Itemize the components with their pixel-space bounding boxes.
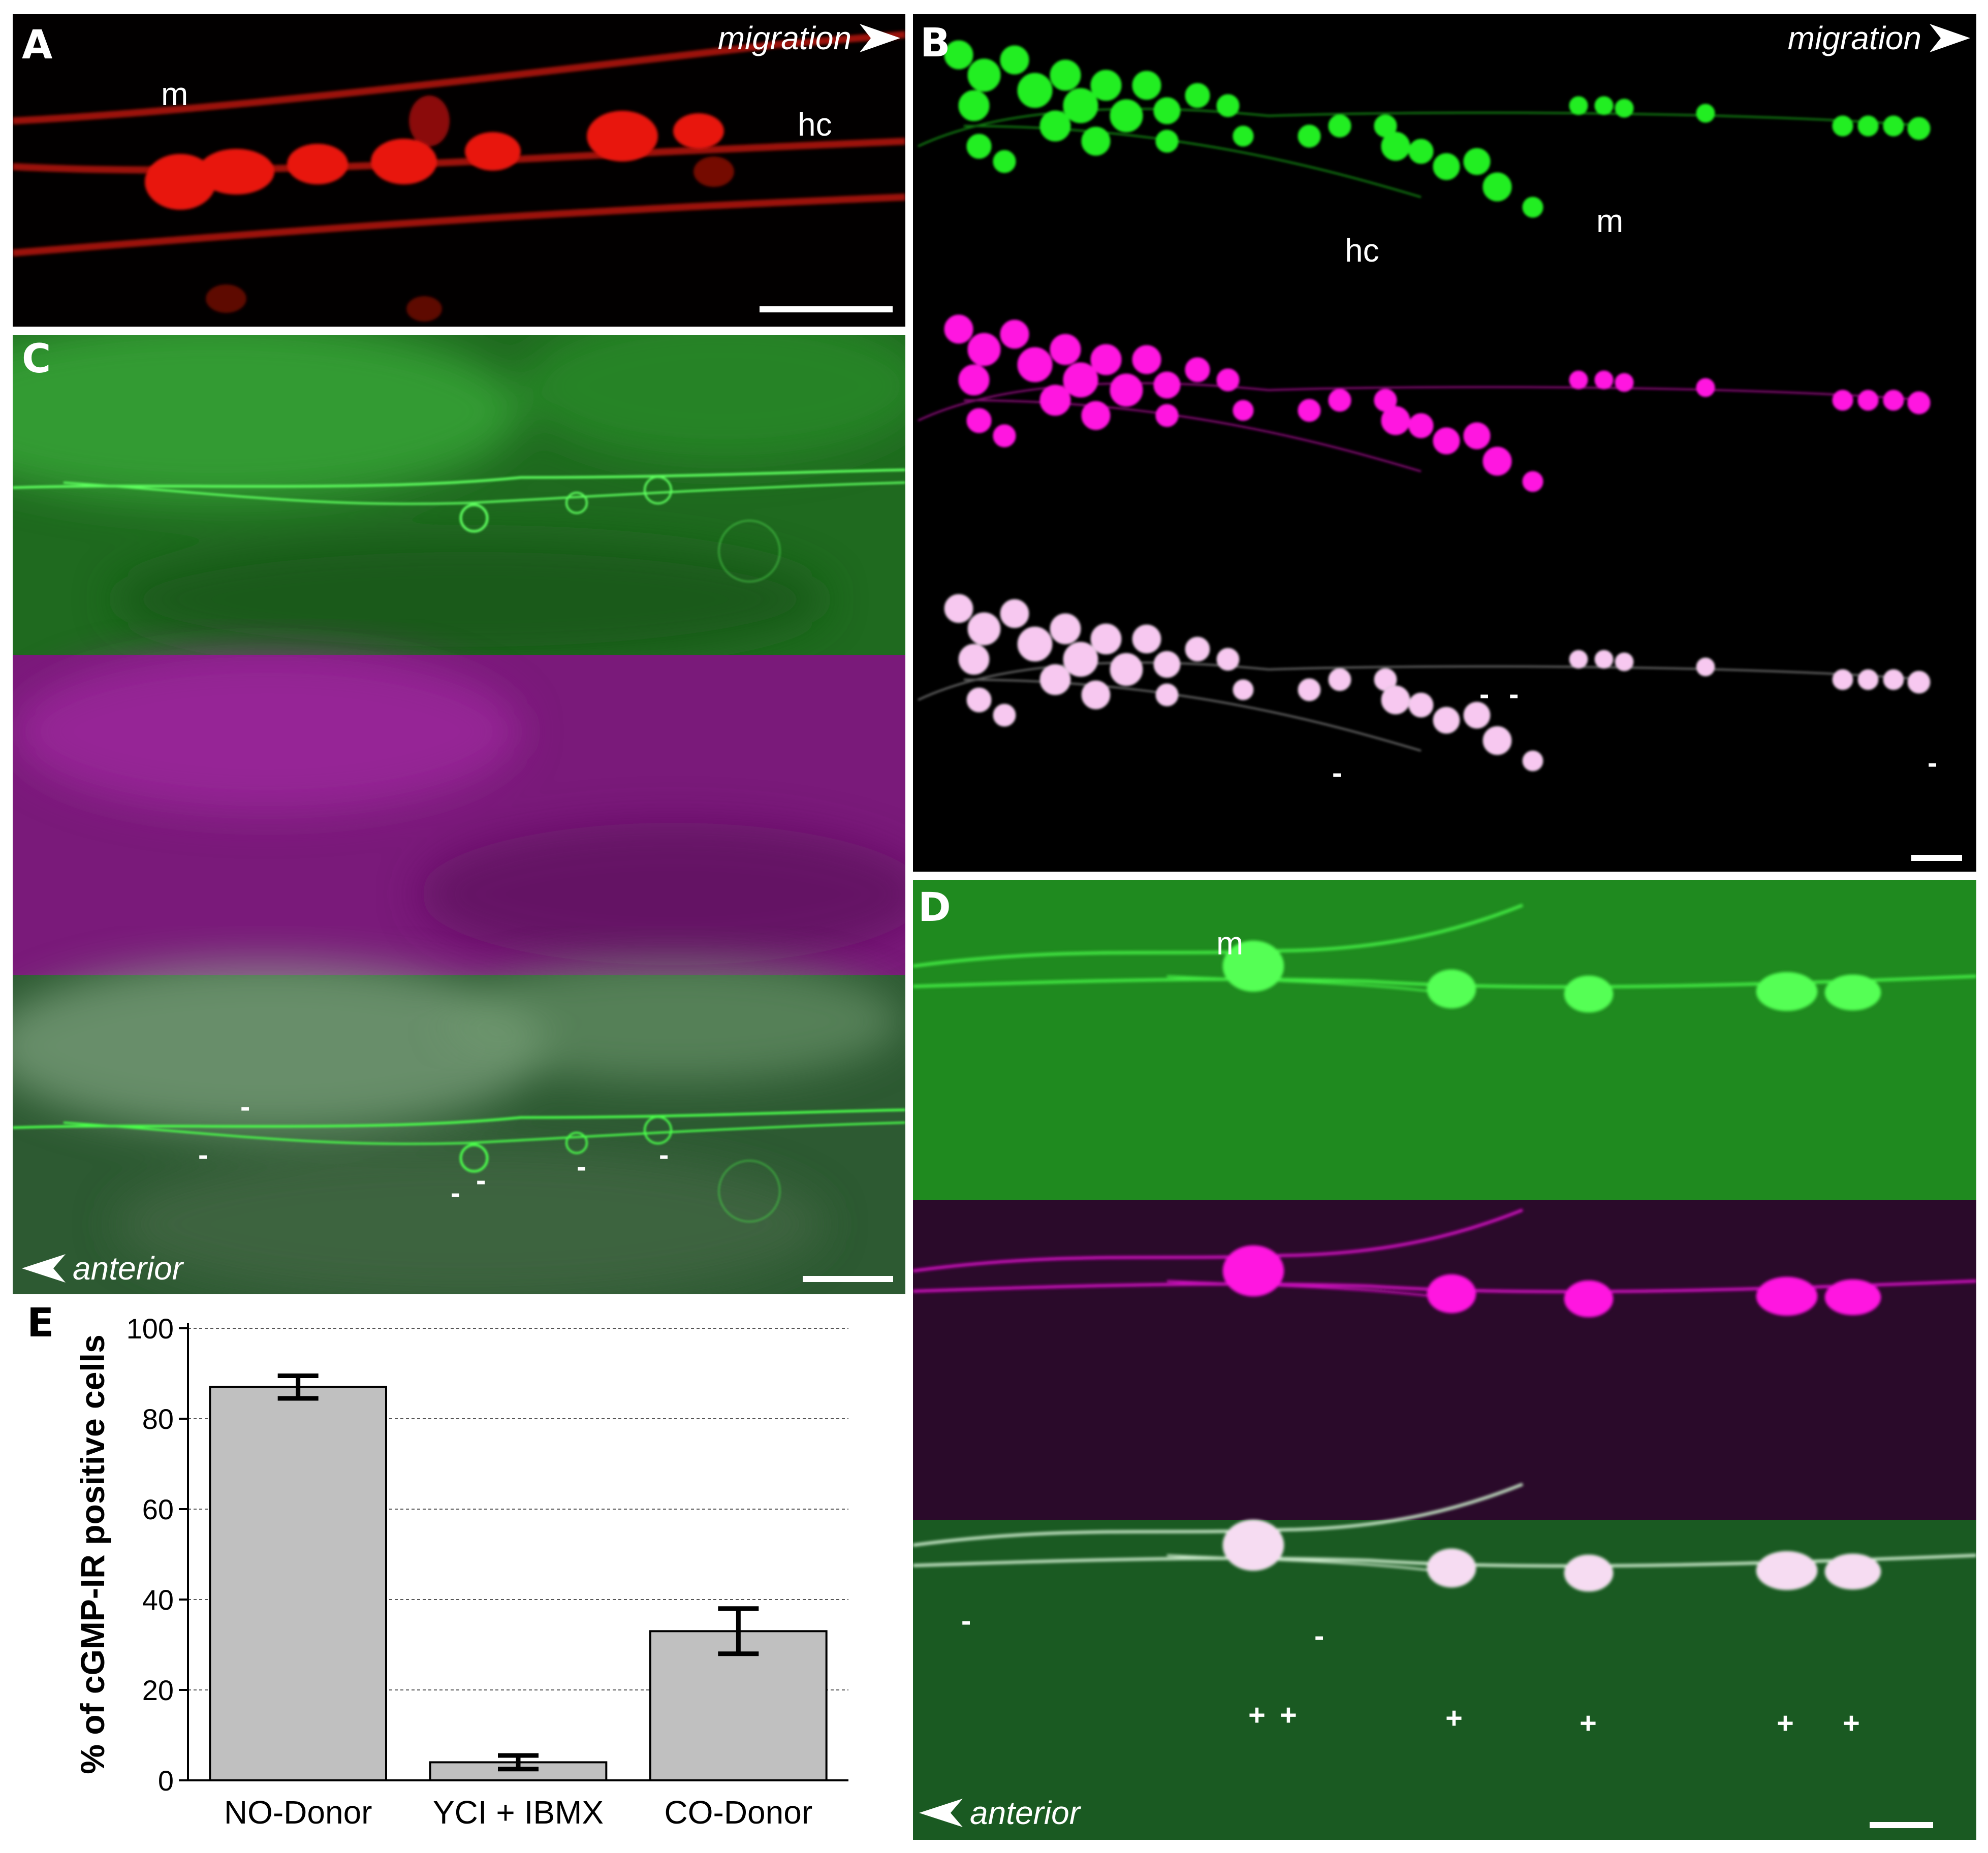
tag-hc: hc (798, 106, 832, 143)
plus-marker: + (1777, 1707, 1794, 1740)
panel-e: E 0 20 40 60 80 100 % of cGMP-IR positive cell… (13, 1300, 905, 1846)
x-tick-label: YCI + IBMX (433, 1794, 604, 1831)
minus-marker: - (198, 1138, 208, 1171)
x-tick-label: CO-Donor (665, 1794, 813, 1831)
scale-bar (1911, 855, 1962, 861)
minus-marker: - (476, 1164, 486, 1197)
anterior-label: anterior (970, 1795, 1080, 1831)
panel-b-image (917, 40, 1931, 772)
plus-marker: + (1280, 1699, 1297, 1732)
migration-label: migration (1787, 20, 1921, 56)
panel-c-image (13, 335, 905, 1294)
bar (209, 1386, 387, 1781)
arrow-right-icon (860, 24, 900, 52)
panel-b: B migration hc m - - - - (913, 14, 1976, 872)
tag-hc: hc (1345, 232, 1379, 269)
scale-bar (760, 306, 893, 312)
panel-a: A migration m hc (13, 14, 905, 327)
y-tick-label: 80 (142, 1403, 174, 1435)
minus-marker: - (1928, 746, 1938, 779)
tag-m: m (161, 76, 188, 112)
panel-c-label: C (22, 336, 51, 382)
y-tick-label: 60 (142, 1493, 174, 1525)
migration-indicator: migration (718, 19, 900, 57)
y-tick-label: 20 (142, 1674, 174, 1706)
migration-label: migration (717, 20, 851, 56)
minus-marker: - (240, 1090, 250, 1123)
minus-marker: - (1332, 756, 1342, 789)
minus-marker: - (659, 1138, 669, 1171)
arrow-left-icon (919, 1799, 963, 1827)
tag-m: m (1596, 203, 1624, 239)
anterior-indicator: anterior (919, 1794, 1080, 1832)
anterior-label: anterior (73, 1250, 183, 1287)
panel-a-label: A (22, 22, 53, 68)
panel-e-label: E (27, 1300, 54, 1346)
plus-marker: + (1445, 1702, 1463, 1735)
plus-marker: + (1248, 1699, 1266, 1732)
plus-marker: + (1843, 1707, 1860, 1740)
migration-indicator: migration (1788, 19, 1970, 57)
panel-d: D m - - + + + + + + anterior (913, 880, 1976, 1840)
bar-chart: 0 20 40 60 80 100 % of cGMP-IR positive cells N… (74, 1313, 848, 1831)
minus-marker: - (451, 1176, 461, 1209)
arrow-right-icon (1930, 24, 1970, 52)
panel-d-image (913, 880, 1976, 1840)
minus-marker: - (1509, 678, 1519, 711)
y-tick-label: 40 (142, 1584, 174, 1616)
minus-marker: - (577, 1150, 587, 1183)
arrow-left-icon (22, 1254, 66, 1283)
panel-a-image (13, 31, 905, 322)
scale-bar (1870, 1822, 1933, 1828)
tag-m: m (1216, 925, 1244, 962)
y-tick-label: 0 (158, 1765, 174, 1797)
plus-marker: + (1580, 1707, 1597, 1740)
panel-d-label: D (918, 885, 951, 931)
minus-marker: - (1479, 678, 1490, 711)
panel-b-label: B (920, 20, 951, 66)
anterior-indicator: anterior (22, 1250, 183, 1287)
scale-bar (803, 1276, 893, 1282)
x-tick-label: NO-Donor (224, 1794, 372, 1831)
panel-c: C - - - - - - anterior (13, 335, 905, 1294)
minus-marker: - (1314, 1619, 1324, 1652)
y-tick-label: 100 (127, 1313, 174, 1345)
minus-marker: - (961, 1604, 971, 1637)
y-axis-label: % of cGMP-IR positive cells (74, 1334, 111, 1774)
